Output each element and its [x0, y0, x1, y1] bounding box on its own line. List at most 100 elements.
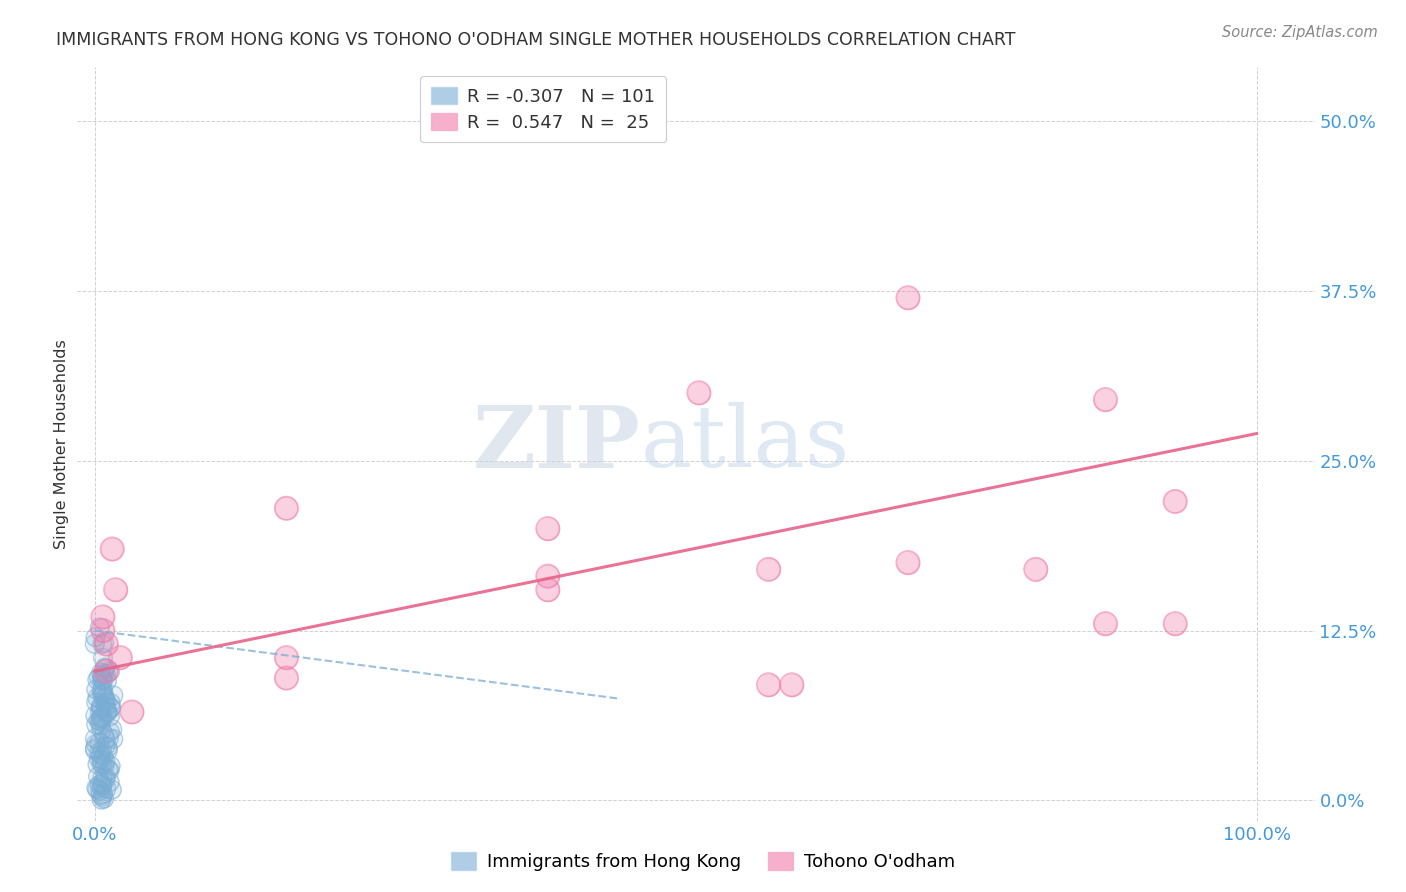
Point	[98, 724, 121, 739]
Point	[93, 692, 115, 706]
Point	[93, 685, 115, 699]
Point	[91, 771, 114, 785]
Point	[94, 706, 117, 720]
Point	[1094, 616, 1116, 631]
Point	[90, 698, 112, 713]
Point	[87, 713, 110, 727]
Point	[121, 705, 143, 719]
Point	[90, 792, 112, 806]
Point	[91, 637, 114, 651]
Point	[100, 701, 122, 715]
Point	[94, 732, 117, 747]
Point	[84, 731, 107, 746]
Point	[94, 691, 117, 706]
Point	[86, 690, 108, 705]
Point	[90, 665, 112, 680]
Point	[91, 777, 114, 791]
Point	[1164, 616, 1187, 631]
Point	[86, 757, 108, 772]
Point	[84, 717, 107, 731]
Point	[121, 705, 143, 719]
Point	[780, 678, 803, 692]
Point	[97, 740, 120, 755]
Point	[94, 770, 117, 784]
Point	[90, 712, 112, 726]
Point	[100, 782, 122, 797]
Point	[101, 541, 124, 556]
Point	[1164, 616, 1187, 631]
Point	[97, 731, 120, 745]
Point	[537, 522, 560, 536]
Point	[103, 731, 125, 746]
Point	[87, 670, 110, 684]
Point	[104, 582, 127, 597]
Point	[93, 666, 115, 681]
Point	[91, 777, 114, 791]
Point	[93, 791, 115, 805]
Point	[1025, 562, 1047, 576]
Point	[84, 737, 107, 751]
Point	[87, 769, 110, 783]
Point	[94, 700, 117, 714]
Point	[87, 670, 110, 684]
Point	[98, 764, 121, 778]
Point	[90, 747, 112, 762]
Point	[84, 731, 107, 746]
Point	[91, 624, 114, 638]
Point	[96, 665, 118, 679]
Point	[93, 757, 115, 772]
Point	[94, 660, 117, 674]
Point	[276, 671, 298, 685]
Point	[91, 610, 114, 624]
Point	[90, 712, 112, 726]
Point	[1094, 392, 1116, 407]
Point	[84, 708, 107, 723]
Point	[89, 746, 111, 760]
Point	[90, 788, 112, 802]
Point	[91, 787, 114, 801]
Point	[96, 665, 118, 679]
Point	[94, 754, 117, 768]
Point	[84, 717, 107, 731]
Point	[93, 685, 115, 699]
Point	[90, 683, 112, 698]
Point	[94, 706, 117, 720]
Point	[276, 671, 298, 685]
Text: Source: ZipAtlas.com: Source: ZipAtlas.com	[1222, 25, 1378, 40]
Point	[90, 777, 112, 791]
Point	[98, 709, 121, 723]
Point	[86, 782, 108, 797]
Point	[103, 731, 125, 746]
Point	[90, 777, 112, 791]
Point	[94, 739, 117, 753]
Point	[100, 759, 122, 773]
Point	[537, 582, 560, 597]
Point	[897, 556, 920, 570]
Point	[96, 781, 118, 796]
Point	[90, 752, 112, 766]
Point	[110, 650, 132, 665]
Point	[1094, 616, 1116, 631]
Point	[780, 678, 803, 692]
Point	[84, 780, 107, 795]
Point	[90, 788, 112, 802]
Point	[93, 791, 115, 805]
Point	[93, 757, 115, 772]
Point	[537, 522, 560, 536]
Point	[96, 637, 118, 651]
Point	[90, 747, 112, 762]
Point	[89, 714, 111, 729]
Point	[91, 711, 114, 725]
Point	[1094, 392, 1116, 407]
Point	[89, 778, 111, 792]
Point	[91, 756, 114, 771]
Point	[90, 723, 112, 737]
Point	[89, 783, 111, 797]
Point	[86, 673, 108, 687]
Point	[1025, 562, 1047, 576]
Point	[101, 541, 124, 556]
Point	[90, 673, 112, 687]
Y-axis label: Single Mother Households: Single Mother Households	[53, 339, 69, 549]
Point	[276, 650, 298, 665]
Point	[758, 562, 780, 576]
